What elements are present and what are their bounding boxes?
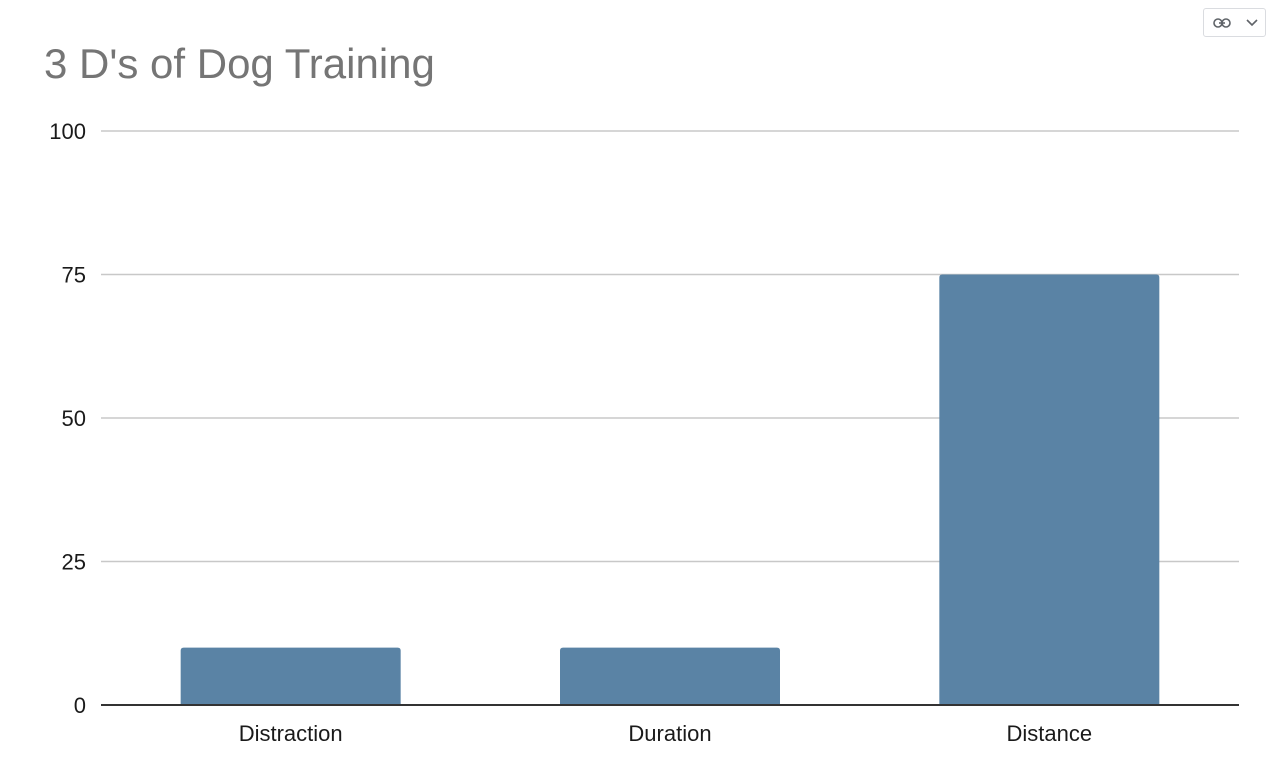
bar-duration bbox=[560, 647, 780, 705]
y-tick-label: 100 bbox=[49, 119, 86, 144]
y-tick-label: 0 bbox=[74, 693, 86, 718]
y-tick-label: 25 bbox=[62, 550, 86, 575]
bar-distraction bbox=[180, 647, 401, 705]
chart-title: 3 D's of Dog Training bbox=[44, 40, 435, 87]
bar-distance bbox=[939, 274, 1160, 705]
x-category-label: Duration bbox=[628, 721, 711, 746]
y-tick-label: 50 bbox=[62, 406, 86, 431]
y-tick-label: 75 bbox=[62, 263, 86, 288]
chevron-down-icon bbox=[1246, 19, 1258, 27]
x-category-label: Distraction bbox=[239, 721, 343, 746]
x-category-label: Distance bbox=[1007, 721, 1093, 746]
link-dropdown-button[interactable] bbox=[1203, 8, 1266, 37]
link-icon bbox=[1213, 18, 1231, 28]
